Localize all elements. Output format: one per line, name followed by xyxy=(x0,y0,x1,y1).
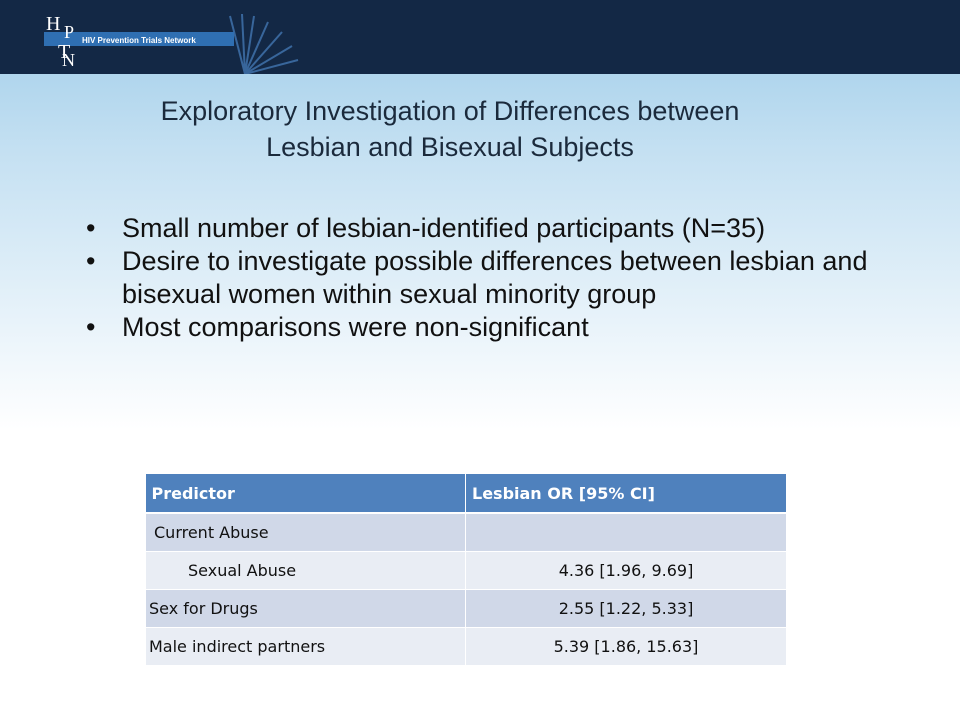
column-header-lesbian-or: Lesbian OR [95% CI] xyxy=(465,474,787,514)
predictor-cell: Sexual Abuse xyxy=(145,551,466,590)
bullet-text: Most comparisons were non-significant xyxy=(122,312,589,342)
predictor-cell: Male indirect partners xyxy=(145,627,466,666)
hptn-logo: H P T N HIV Prevention Trials Network xyxy=(44,13,299,74)
table-row: Sex for Drugs 2.55 [1.22, 5.33] xyxy=(145,589,787,628)
bullet-text: Desire to investigate possible differenc… xyxy=(122,246,868,309)
or-cell: 4.36 [1.96, 9.69] xyxy=(465,551,787,590)
bullet-dot-icon: • xyxy=(86,246,96,276)
svg-text:N: N xyxy=(62,50,75,70)
table-row: Male indirect partners 5.39 [1.86, 15.63… xyxy=(145,627,787,666)
column-header-predictor: Predictor xyxy=(145,474,466,514)
bullet-dot-icon: • xyxy=(86,312,96,342)
predictor-table: Predictor Lesbian OR [95% CI] Current Ab… xyxy=(145,474,787,666)
or-cell: 2.55 [1.22, 5.33] xyxy=(465,589,787,628)
svg-text:T: T xyxy=(58,41,70,63)
svg-text:P: P xyxy=(64,22,74,42)
bullet-dot-icon: • xyxy=(86,213,96,243)
slide-title: Exploratory Investigation of Differences… xyxy=(0,93,900,165)
table-row: Current Abuse xyxy=(145,512,787,552)
or-cell: 5.39 [1.86, 15.63] xyxy=(465,627,787,666)
bullet-item: • Most comparisons were non-significant xyxy=(84,311,884,344)
table-row: Sexual Abuse 4.36 [1.96, 9.69] xyxy=(145,551,787,590)
svg-text:H: H xyxy=(46,13,60,35)
or-cell xyxy=(465,512,787,552)
bullet-item: • Desire to investigate possible differen… xyxy=(84,245,884,311)
table-header-row: Predictor Lesbian OR [95% CI] xyxy=(145,474,787,514)
slide-title-line2: Lesbian and Bisexual Subjects xyxy=(266,132,634,162)
bullet-item: • Small number of lesbian-identified part… xyxy=(84,212,884,245)
network-name: HIV Prevention Trials Network xyxy=(82,36,196,45)
bullet-text: Small number of lesbian-identified parti… xyxy=(122,213,766,243)
header-bar: H P T N HIV Prevention Trials Network xyxy=(0,0,960,74)
predictor-cell: Current Abuse xyxy=(145,512,466,552)
predictor-cell: Sex for Drugs xyxy=(145,589,466,628)
bullet-list: • Small number of lesbian-identified part… xyxy=(84,212,884,344)
slide-title-line1: Exploratory Investigation of Differences… xyxy=(160,96,740,126)
